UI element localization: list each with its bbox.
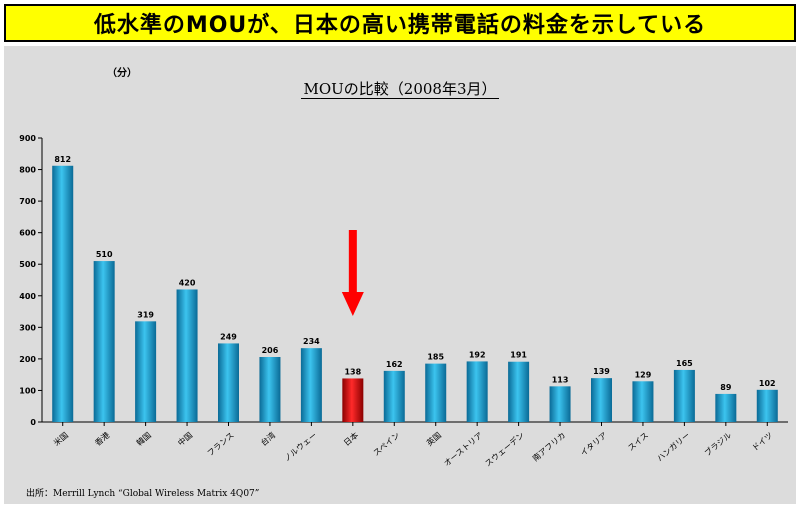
bar xyxy=(466,361,488,422)
y-tick-label: 100 xyxy=(19,386,36,395)
category-label: イタリア xyxy=(579,431,609,458)
data-label: 129 xyxy=(635,370,652,379)
category-label: ハンガリー xyxy=(655,430,692,463)
data-label: 162 xyxy=(386,360,403,369)
chart-title-text: MOUの比較（2008年3月） xyxy=(301,80,499,99)
bar xyxy=(508,361,530,422)
headline-text: 低水準のMOUが、日本の高い携帯電話の料金を示している xyxy=(93,13,707,38)
bar xyxy=(93,261,115,422)
chart-title: MOUの比較（2008年3月） xyxy=(4,78,796,99)
data-label: 234 xyxy=(303,337,320,346)
category-label: フランス xyxy=(206,431,236,458)
data-label: 812 xyxy=(54,155,71,164)
data-label: 113 xyxy=(552,375,569,384)
bar xyxy=(756,389,778,422)
y-tick-label: 200 xyxy=(19,355,36,364)
category-label: 南アフリカ xyxy=(530,430,567,463)
category-label: ドイツ xyxy=(750,431,774,453)
bar xyxy=(632,381,654,422)
category-label: 中国 xyxy=(176,430,195,448)
y-tick-label: 900 xyxy=(19,134,36,143)
category-label: ノルウェー xyxy=(282,431,318,464)
source-note: 出所：Merrill Lynch “Global Wireless Matrix… xyxy=(26,489,260,499)
bar xyxy=(259,356,281,422)
category-label: ブラジル xyxy=(702,430,733,458)
category-label: 米国 xyxy=(51,430,70,448)
bar xyxy=(549,386,571,422)
data-label: 206 xyxy=(262,346,279,355)
bar xyxy=(673,369,695,422)
bar-chart: 0 100 200 300 400 500 600 700 800 900 812 米国 510 香港 31… xyxy=(19,134,788,469)
category-label: 日本 xyxy=(341,430,360,448)
bar xyxy=(425,363,447,422)
category-label: 英国 xyxy=(424,430,443,448)
category-label: オーストリア xyxy=(442,431,484,468)
category-label: スイス xyxy=(626,431,650,453)
bar xyxy=(715,393,737,422)
category-label: 台湾 xyxy=(259,430,278,448)
data-label: 139 xyxy=(593,367,610,376)
data-label: 191 xyxy=(510,351,527,360)
y-tick-label: 400 xyxy=(19,292,36,301)
data-label: 319 xyxy=(137,310,154,319)
bar xyxy=(342,378,364,422)
y-tick-label: 700 xyxy=(19,197,36,206)
bar xyxy=(52,165,74,422)
category-label: 韓国 xyxy=(134,430,153,448)
bar xyxy=(591,378,612,422)
bar xyxy=(218,343,239,422)
y-tick-label: 300 xyxy=(19,323,36,332)
chart-panel: 0 100 200 300 400 500 600 700 800 900 812 米国 510 香港 31… xyxy=(4,46,796,504)
data-label: 102 xyxy=(759,379,776,388)
data-label: 192 xyxy=(469,350,486,359)
y-tick-label: 0 xyxy=(30,418,36,427)
y-tick-label: 500 xyxy=(19,260,36,269)
down-arrow-icon xyxy=(341,292,364,316)
data-label: 165 xyxy=(676,359,693,368)
headline-banner: 低水準のMOUが、日本の高い携帯電話の料金を示している xyxy=(4,4,796,42)
category-label: スペイン xyxy=(372,431,402,458)
bar xyxy=(383,370,405,422)
data-label: 420 xyxy=(179,278,196,287)
data-label: 138 xyxy=(344,367,361,376)
bar xyxy=(176,289,198,422)
y-unit-label: （分） xyxy=(107,68,137,79)
bar xyxy=(300,348,322,422)
data-label: 89 xyxy=(720,383,732,392)
category-label: 香港 xyxy=(93,430,112,448)
y-tick-label: 800 xyxy=(19,166,36,175)
y-tick-label: 600 xyxy=(19,229,36,238)
bar xyxy=(135,321,157,422)
data-label: 185 xyxy=(427,353,444,362)
arrow-shaft xyxy=(348,230,357,294)
data-label: 510 xyxy=(96,250,113,259)
category-label: スウェーデン xyxy=(483,430,526,469)
data-label: 249 xyxy=(220,332,237,341)
